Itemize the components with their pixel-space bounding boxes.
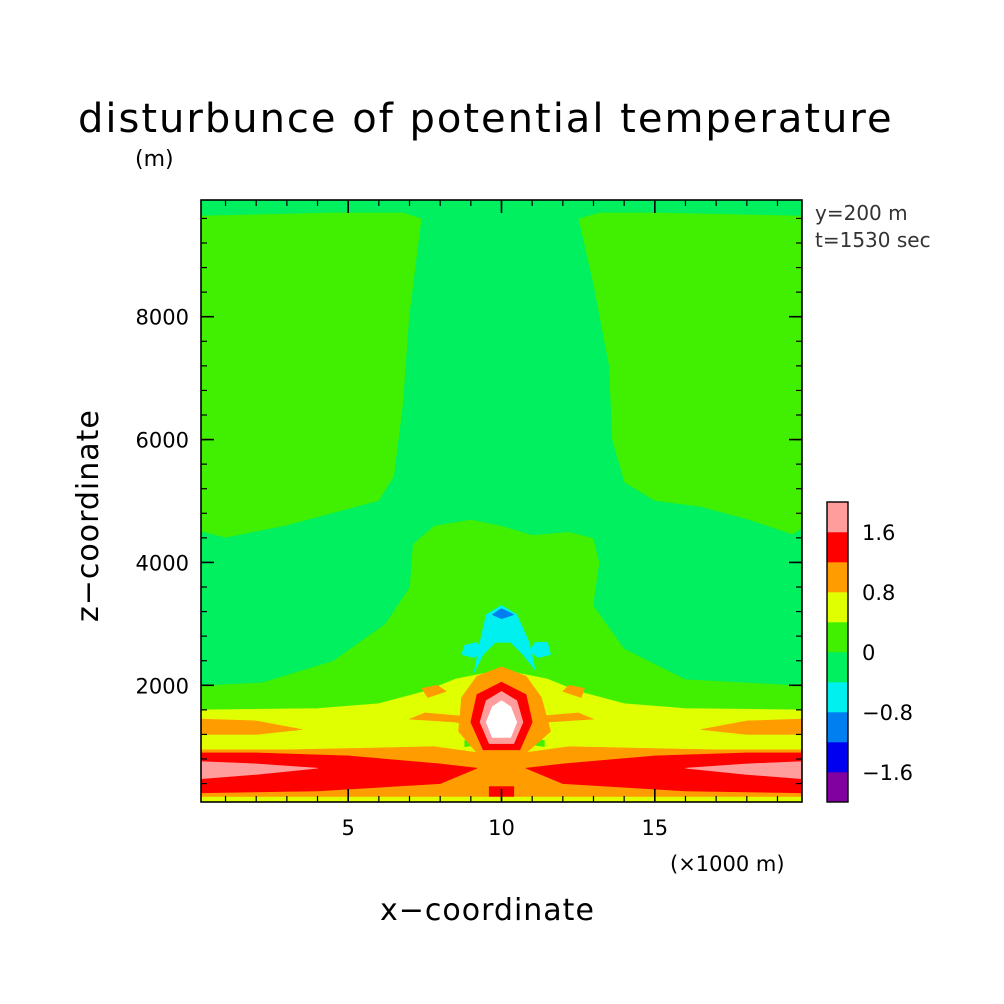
y-tick-label: 2000 bbox=[136, 674, 189, 698]
contour-region bbox=[491, 608, 515, 620]
x-axis-title: x−coordinate bbox=[380, 893, 595, 928]
y-tick-label: 4000 bbox=[136, 551, 189, 575]
chart-title: disturbunce of potential temperature bbox=[78, 96, 894, 142]
contour-region bbox=[473, 605, 536, 674]
colorbar-label: 0.8 bbox=[862, 581, 895, 605]
colorbar-label: 1.6 bbox=[862, 521, 895, 545]
contour-region bbox=[700, 718, 802, 735]
annotation-t: t=1530 sec bbox=[815, 228, 931, 252]
colorbar-swatch bbox=[827, 712, 848, 743]
y-axis-title: z−coordinate bbox=[71, 409, 106, 622]
contour-region bbox=[261, 215, 364, 357]
colorbar-swatch bbox=[827, 742, 848, 773]
contour-fill-layer bbox=[201, 200, 802, 802]
colorbar-frame bbox=[826, 501, 849, 803]
contour-region bbox=[528, 641, 551, 658]
contour-region bbox=[525, 752, 802, 794]
colorbar-swatch bbox=[827, 562, 848, 593]
colorbar-label: −1.6 bbox=[862, 761, 913, 785]
axis-ticks: 5 10 15 2000 4000 6000 8000 bbox=[136, 200, 802, 840]
colorbar-swatch bbox=[827, 592, 848, 623]
colorbar-swatch bbox=[827, 622, 848, 653]
colorbar-swatch bbox=[827, 532, 848, 563]
colorbar-swatch bbox=[827, 772, 848, 803]
x-tick-label: 15 bbox=[641, 816, 668, 840]
contour-region bbox=[685, 761, 802, 780]
colorbar-label: 0 bbox=[862, 641, 875, 665]
contour-region bbox=[461, 641, 484, 658]
contour-region bbox=[482, 768, 521, 773]
annotation-y: y=200 m bbox=[815, 201, 908, 225]
contour-region bbox=[485, 700, 518, 738]
colorbar-swatch bbox=[827, 502, 848, 533]
contour-region bbox=[201, 752, 478, 794]
colorbar-swatch bbox=[827, 682, 848, 713]
contour-region bbox=[562, 684, 585, 698]
contour-region bbox=[201, 718, 303, 735]
y-tick-label: 6000 bbox=[136, 429, 189, 453]
colorbar-label: −0.8 bbox=[862, 701, 913, 725]
contour-region bbox=[201, 200, 802, 686]
x-tick-label: 5 bbox=[341, 816, 354, 840]
colorbar-swatch bbox=[827, 652, 848, 683]
y-tick-label: 8000 bbox=[136, 306, 189, 330]
contour-region bbox=[421, 684, 447, 698]
contour-region bbox=[201, 761, 318, 780]
contour-region bbox=[639, 215, 742, 357]
x-unit-label: (×1000 m) bbox=[670, 852, 785, 876]
colorbar: 1.6 0.8 0 −0.8 −1.6 bbox=[826, 501, 913, 803]
x-tick-label: 10 bbox=[488, 816, 515, 840]
contour-region bbox=[498, 643, 505, 646]
y-unit-label: (m) bbox=[135, 147, 174, 172]
